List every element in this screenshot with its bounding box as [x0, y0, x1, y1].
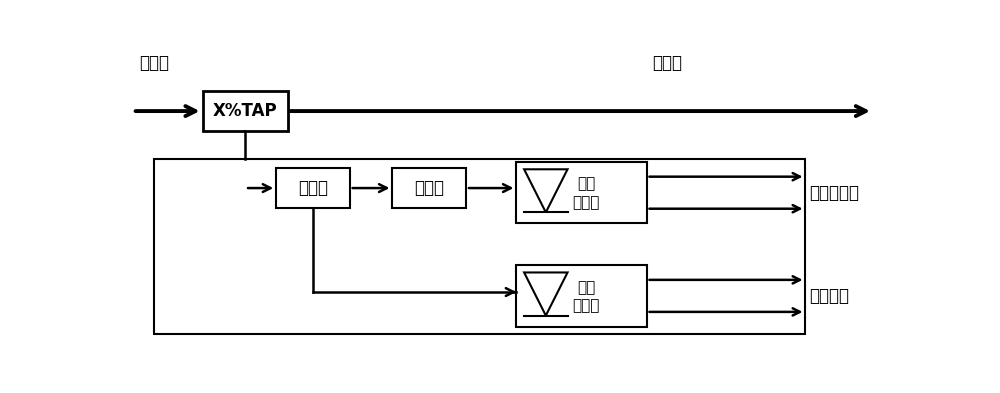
Text: 分光片: 分光片 [298, 179, 328, 197]
Polygon shape [524, 169, 568, 212]
Text: 光输入: 光输入 [139, 54, 169, 72]
Bar [154, 159, 805, 334]
Text: 参考输出: 参考输出 [809, 287, 849, 305]
Bar [202, 91, 288, 131]
Text: 第一: 第一 [577, 280, 595, 295]
Text: 探测器: 探测器 [572, 298, 600, 313]
Text: 滤波器输出: 滤波器输出 [809, 184, 859, 202]
Bar [516, 265, 647, 327]
Text: 光输出: 光输出 [652, 54, 682, 72]
Polygon shape [524, 272, 568, 316]
Text: 探测器: 探测器 [572, 195, 600, 210]
Bar [392, 168, 466, 208]
Bar [276, 168, 350, 208]
Text: X%TAP: X%TAP [213, 102, 277, 120]
Bar [516, 162, 647, 224]
Text: 滤波器: 滤波器 [414, 179, 444, 197]
Text: 第二: 第二 [577, 176, 595, 191]
